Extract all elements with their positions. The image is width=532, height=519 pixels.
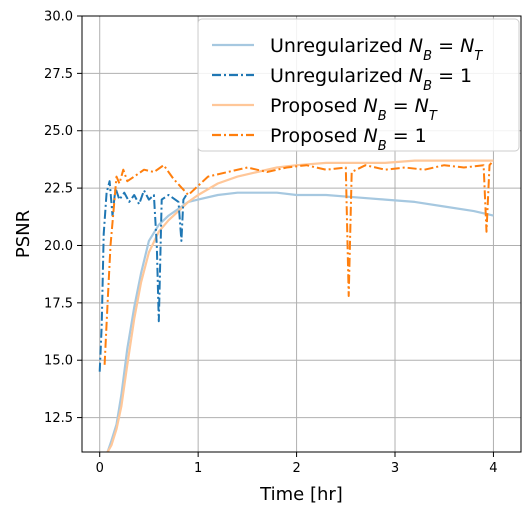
legend-text-part: Unregularized — [270, 35, 409, 57]
legend-text-part: B — [378, 139, 387, 154]
legend-label-3: Proposed NB = 1 — [270, 125, 427, 154]
legend-text-part: B — [423, 79, 432, 94]
legend-text-part: Proposed — [270, 95, 364, 117]
legend-text-part: = — [387, 95, 415, 117]
y-tick-label: 17.5 — [44, 296, 73, 311]
legend-text-part: Proposed — [270, 125, 364, 147]
y-tick-label: 30.0 — [44, 10, 73, 25]
legend-text-part: Unregularized — [270, 65, 409, 87]
series-line-1 — [98, 180, 188, 372]
y-tick-label: 12.5 — [44, 411, 73, 426]
legend-text-part: B — [423, 49, 432, 64]
plot-area-frame — [81, 15, 522, 453]
legend-text-part: T — [429, 109, 438, 124]
series-line-3 — [103, 159, 495, 365]
legend-box — [197, 18, 520, 152]
x-axis-title: Time [hr] — [259, 484, 343, 505]
x-tick-label: 3 — [391, 461, 399, 476]
y-tick-label: 25.0 — [44, 124, 73, 139]
legend-text-part: = 1 — [432, 65, 472, 87]
legend-text-part: = — [432, 35, 460, 57]
series-line-0 — [106, 191, 494, 453]
x-tick-label: 0 — [96, 461, 104, 476]
series-line-2 — [106, 159, 494, 453]
legend-label-2: Proposed NB = NT — [270, 95, 438, 124]
legend-text-part: N — [364, 95, 378, 117]
y-tick-label: 15.0 — [44, 354, 73, 369]
x-tick-label: 4 — [489, 461, 497, 476]
legend-text-part: N — [460, 35, 474, 57]
legend-text-part: = 1 — [387, 125, 427, 147]
legend-text-part: N — [415, 95, 429, 117]
series-layer — [98, 159, 495, 453]
legend-text-part: T — [474, 49, 483, 64]
legend-text-part: N — [409, 35, 423, 57]
y-tick-label: 22.5 — [44, 182, 73, 197]
legend-text-part: B — [378, 109, 387, 124]
y-tick-label: 27.5 — [44, 67, 73, 82]
x-tick-label: 2 — [292, 461, 300, 476]
legend-text-part: N — [364, 125, 378, 147]
legend-text-part: N — [409, 65, 423, 87]
tick-layer: 0 1 2 3 4 12.5 15.0 17.5 20.0 22.5 25.0 27.5 30.0 — [44, 10, 498, 477]
x-tick-label: 1 — [194, 461, 202, 476]
y-tick-label: 20.0 — [44, 239, 73, 254]
legend-label-0: Unregularized NB = NT — [270, 35, 483, 64]
y-axis-title: PSNR — [13, 210, 34, 258]
legend-label-1: Unregularized NB = 1 — [270, 65, 472, 94]
